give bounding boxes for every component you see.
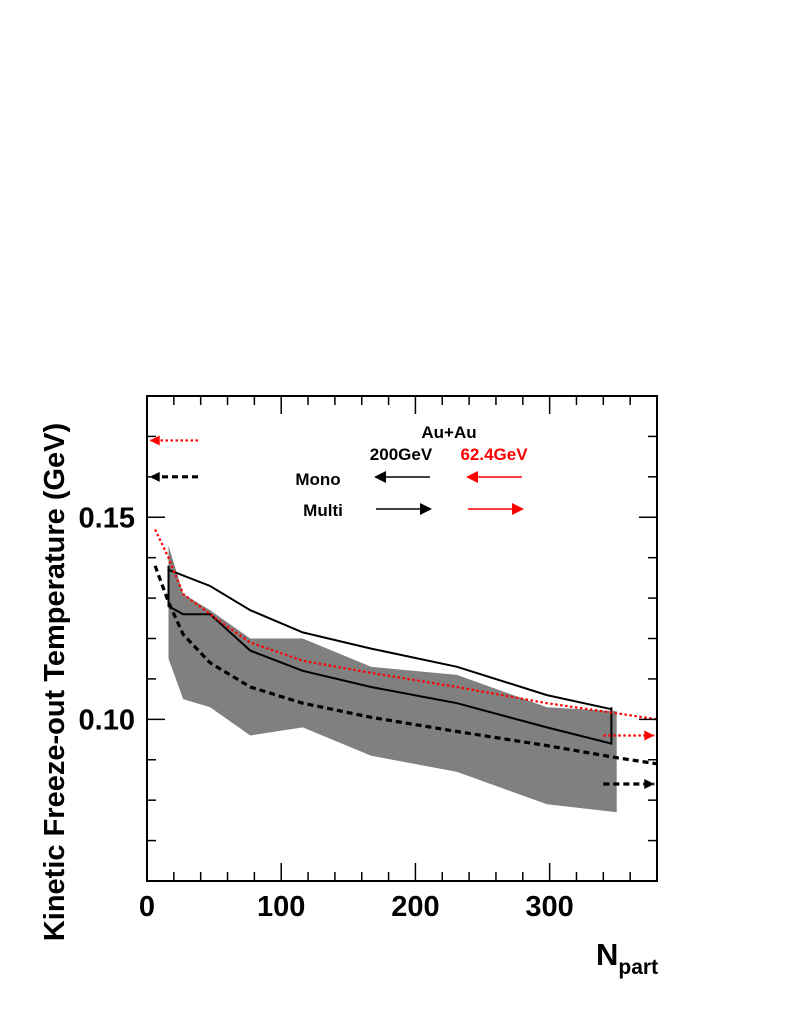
legend-mono-200-arrowhead	[374, 471, 386, 483]
y-tick-label: 0.10	[79, 704, 135, 736]
y-tick-label: 0.15	[79, 502, 135, 534]
legend-mono-label: Mono	[295, 470, 340, 489]
x-tick-label: 200	[391, 891, 439, 923]
x-axis-title-sub: part	[618, 956, 658, 979]
multi-62-y-arrow-head	[644, 730, 655, 741]
x-tick-label: 100	[257, 891, 305, 923]
series-line-4	[154, 528, 658, 721]
legend-energy-200: 200GeV	[370, 445, 433, 464]
legend-system: Au+Au	[421, 423, 476, 442]
x-tick-label: 300	[525, 891, 573, 923]
y-axis-title: Kinetic Freeze-out Temperature (GeV)	[39, 423, 71, 941]
series-line-3	[153, 565, 658, 766]
legend-multi-200-arrowhead	[420, 503, 432, 515]
mono-62-y-arrow-head	[149, 435, 160, 446]
legend-mono-62-arrowhead	[466, 471, 478, 483]
legend-multi-label: Multi	[303, 501, 343, 520]
x-axis-title: Npart	[596, 937, 658, 979]
series-line-1	[167, 565, 613, 745]
x-tick-label: 0	[139, 891, 155, 923]
legend-multi-62-arrowhead	[512, 503, 524, 515]
multi-200-y-arrow-head	[644, 779, 655, 789]
series-line-2	[168, 568, 612, 711]
uncertainty-band	[168, 545, 617, 813]
x-axis-title-main: N	[596, 937, 618, 972]
legend-energy-62: 62.4GeV	[460, 445, 528, 464]
